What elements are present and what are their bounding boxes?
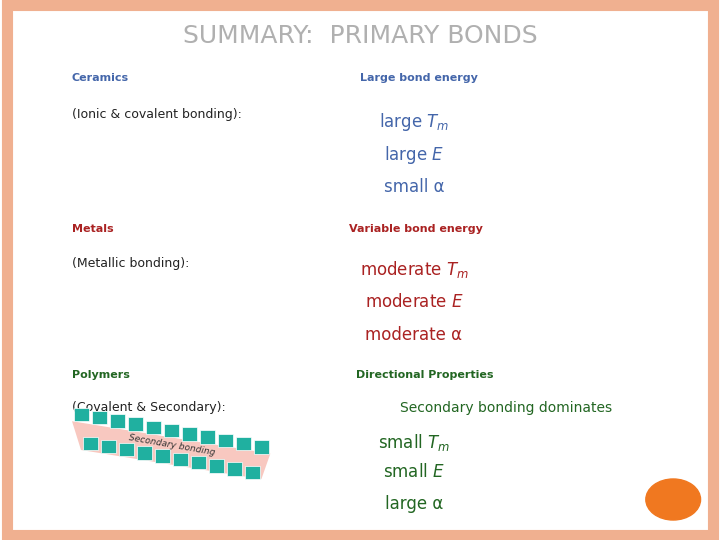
Bar bbox=[73, 408, 89, 421]
Bar bbox=[155, 449, 170, 463]
Bar bbox=[217, 434, 233, 447]
Bar bbox=[173, 453, 187, 466]
Text: (Ionic & covalent bonding):: (Ionic & covalent bonding): bbox=[72, 108, 242, 121]
Text: Directional Properties: Directional Properties bbox=[356, 370, 494, 380]
Text: large $E$: large $E$ bbox=[384, 144, 444, 166]
Text: moderate α: moderate α bbox=[366, 326, 462, 344]
Bar bbox=[137, 446, 152, 460]
Text: large α: large α bbox=[385, 495, 443, 512]
Bar bbox=[92, 411, 107, 424]
Text: SUMMARY:  PRIMARY BONDS: SUMMARY: PRIMARY BONDS bbox=[183, 24, 537, 48]
Circle shape bbox=[646, 479, 701, 520]
Text: moderate $T_m$: moderate $T_m$ bbox=[359, 259, 469, 280]
Bar bbox=[236, 437, 251, 450]
Bar bbox=[128, 417, 143, 431]
Text: small α: small α bbox=[384, 178, 444, 195]
Bar bbox=[209, 459, 223, 472]
Text: small $E$: small $E$ bbox=[383, 463, 445, 481]
Bar bbox=[200, 430, 215, 444]
Text: Large bond energy: Large bond energy bbox=[360, 73, 478, 83]
Text: Variable bond energy: Variable bond energy bbox=[349, 224, 483, 234]
Bar bbox=[191, 456, 206, 469]
Text: (Covalent & Secondary):: (Covalent & Secondary): bbox=[72, 401, 226, 414]
Bar bbox=[181, 427, 197, 441]
Text: Polymers: Polymers bbox=[72, 370, 130, 380]
Text: Secondary bonding: Secondary bonding bbox=[128, 433, 216, 457]
Text: moderate $E$: moderate $E$ bbox=[364, 293, 464, 310]
Bar bbox=[164, 424, 179, 437]
Text: (Metallic bonding):: (Metallic bonding): bbox=[72, 256, 189, 269]
Text: Ceramics: Ceramics bbox=[72, 73, 129, 83]
Text: large $T_m$: large $T_m$ bbox=[379, 111, 449, 133]
Polygon shape bbox=[72, 421, 271, 479]
Bar bbox=[110, 414, 125, 428]
Text: small $T_m$: small $T_m$ bbox=[378, 432, 450, 453]
Bar bbox=[119, 443, 134, 456]
FancyBboxPatch shape bbox=[7, 5, 713, 535]
Bar bbox=[227, 462, 242, 476]
Text: Secondary bonding dominates: Secondary bonding dominates bbox=[400, 401, 612, 415]
Bar bbox=[101, 440, 115, 453]
Bar bbox=[83, 436, 98, 450]
Text: Metals: Metals bbox=[72, 224, 114, 234]
Bar bbox=[245, 465, 260, 479]
Bar bbox=[253, 440, 269, 454]
Bar bbox=[145, 421, 161, 434]
